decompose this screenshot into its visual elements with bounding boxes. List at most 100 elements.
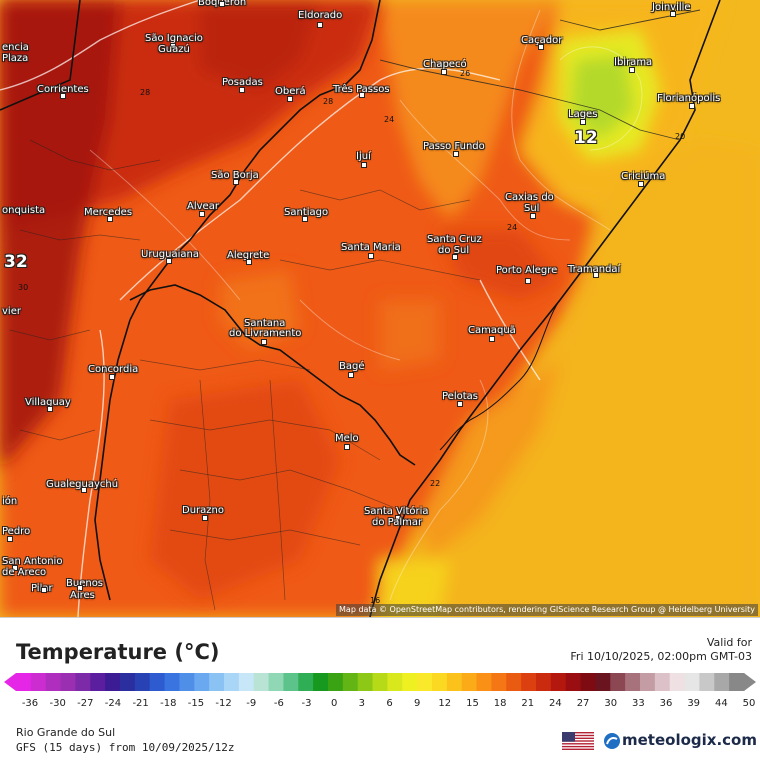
colorbar-tick-label: -3 [301,698,312,709]
colorbar-cell [669,673,686,691]
colorbar-tick-label: 15 [466,698,479,709]
colorbar-cell [699,673,715,691]
city-marker [593,272,599,278]
city-marker [361,162,367,168]
city-marker [81,487,87,493]
colorbar-cell [179,673,195,691]
city-marker [441,69,447,75]
colorbar-tick-label: -30 [49,698,66,709]
colorbar-cell [342,673,359,691]
colorbar-ticks: -36 -30 -27 -24 -21 -18 -15 -12 -9 -6 -3 0 3 6 9 12 15 18… [0,698,760,712]
city-label: Três Passos [333,84,390,95]
colorbar-cell [417,673,433,691]
colorbar-cell [580,673,596,691]
colorbar-tick-label: 0 [331,698,338,709]
city-label: Buenos [66,578,104,589]
city-label: San Antonio [2,556,63,567]
legend-footer: Temperature (°C) Valid for Fri 10/10/202… [0,617,760,761]
city-marker [580,119,586,125]
isoline-label: 20 [675,132,686,141]
us-flag-icon[interactable] [562,732,594,750]
city-label: Aires [70,590,95,601]
isoline-label: 24 [507,223,518,232]
city-label: São Ignacio [145,33,203,44]
colorbar-tick-label: 36 [659,698,673,709]
city-label: Caçador [521,35,563,46]
city-label: de Areco [2,567,47,578]
city-label: Plaza [2,53,29,64]
city-marker [457,401,463,407]
city-marker [170,43,176,49]
colorbar-cell [506,673,522,691]
colorbar-tick-label: 50 [742,698,756,709]
city-label: São Borja [211,170,259,181]
city-marker [453,151,459,157]
colorbar-cell [194,673,210,691]
city-label: Santiago [284,207,329,218]
legend-title: Temperature (°C) [16,640,220,664]
colorbar-cell [90,673,106,691]
city-marker [489,336,495,342]
colorbar-cell [313,673,329,691]
colorbar-tick-label: 33 [632,698,645,709]
colorbar-cell [209,673,225,691]
city-marker [109,374,115,380]
city-label: Mercedes [84,207,133,218]
colorbar-cell [283,673,299,691]
map-canvas [0,0,760,617]
colorbar-cell [536,673,552,691]
colorbar-tick-label: -12 [215,698,232,709]
city-label: onquista [2,205,46,216]
city-marker [452,254,458,260]
colorbar-cell [476,673,492,691]
city-marker [638,181,644,187]
city-marker [629,67,635,73]
city-label: Melo [335,433,359,444]
city-marker [12,565,18,571]
city-marker [219,1,225,7]
isoline-label: 16 [370,596,381,605]
city-marker [233,179,239,185]
city-marker [41,587,47,593]
city-label: Chapecó [423,59,467,70]
city-label: Ijuí [356,151,371,162]
colorbar-tick-label: 6 [386,698,393,709]
colorbar-cell [224,673,240,691]
colorbar-cell [164,673,180,691]
city-label: Tramandaí [568,264,621,275]
colorbar-tick-label: 44 [714,698,728,709]
city-label: Gualeguaychú [46,479,119,490]
temperature-colorbar [4,673,756,691]
brand-link[interactable]: meteologix.com [622,731,757,749]
colorbar-cell [640,673,656,691]
city-marker [246,259,252,265]
city-label: Pedro [2,526,31,537]
colorbar-cell [521,673,537,691]
region-name[interactable]: Rio Grande do Sul [16,726,116,739]
city-marker [261,339,267,345]
model-run[interactable]: GFS (15 days) from 10/09/2025/12z [16,741,235,754]
city-marker [202,515,208,521]
city-marker [287,96,293,102]
extreme-value-label: 32 [4,252,28,272]
colorbar-tick-label: -27 [77,698,94,709]
city-marker [199,211,205,217]
colorbar-cell [714,673,730,691]
city-label: Alegrete [227,250,270,261]
colorbar-cell [729,673,745,691]
city-marker [107,216,113,222]
colorbar-cell [30,673,47,691]
map-attribution: Map data © OpenStreetMap contributors, r… [336,604,758,616]
city-label: Sul [524,203,540,214]
valid-time[interactable]: Fri 10/10/2025, 02:00pm GMT-03 [570,650,752,663]
city-label: ión [2,496,18,507]
city-label: Villaguay [25,397,71,408]
city-marker [317,22,323,28]
isoline-label: 28 [323,97,334,106]
colorbar-tick-label: 18 [493,698,507,709]
city-label: Florianópolis [657,93,721,104]
city-marker [166,258,172,264]
colorbar-cell [565,673,582,691]
city-label: Posadas [222,77,263,88]
temperature-map[interactable]: BoqueronEldoradoJoinvilleSão IgnacioGuaz… [0,0,760,617]
